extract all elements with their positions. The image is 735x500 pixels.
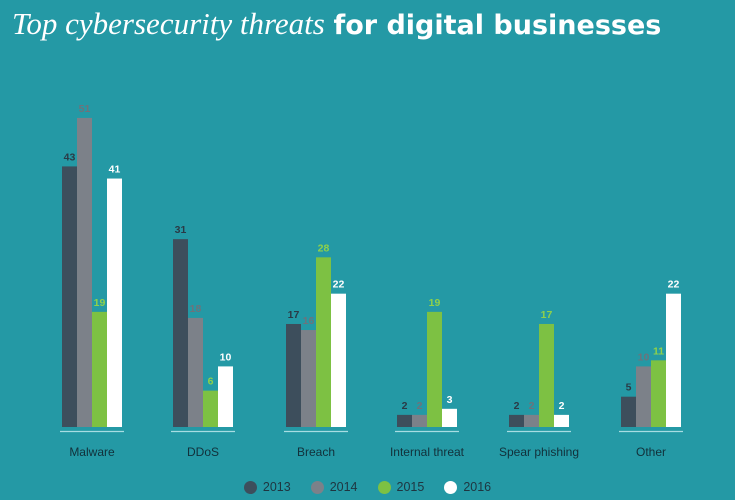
data-label-malware-2013: 43 [64, 151, 76, 163]
legend-swatch-2015 [377, 480, 391, 494]
category-label-breach: Breach [297, 445, 335, 459]
chart-legend: 2013 2014 2015 2016 [0, 480, 735, 494]
data-label-other-2015: 11 [653, 345, 664, 357]
legend-label-2016: 2016 [463, 480, 492, 494]
category-label-ddos: DDoS [187, 445, 219, 459]
category-label-spear-phishing: Spear phishing [499, 445, 579, 459]
bar-ddos-2014 [188, 317, 203, 427]
bar-other-2016 [666, 293, 681, 427]
data-label-spear-phishing-2015: 17 [541, 309, 553, 321]
data-label-ddos-2013: 31 [175, 224, 187, 236]
chart-title-bold: for digital businesses [333, 10, 662, 41]
data-label-ddos-2015: 6 [208, 376, 214, 388]
legend-swatch-2016 [444, 480, 458, 494]
data-label-malware-2016: 41 [109, 164, 121, 176]
bar-breach-2015 [316, 257, 331, 427]
legend-swatch-2014 [310, 480, 324, 494]
bar-other-2014 [636, 366, 651, 427]
legend-label-2013: 2013 [262, 480, 291, 494]
bar-other-2013 [621, 396, 636, 427]
bar-chart: 43511941Malware3118610DDoS17162822Breach… [60, 103, 683, 459]
data-label-spear-phishing-2014: 2 [529, 400, 535, 412]
bar-internal-threat-2015 [427, 311, 442, 427]
bar-malware-2015 [92, 311, 107, 427]
data-label-spear-phishing-2013: 2 [514, 400, 520, 412]
legend-item-2015: 2015 [377, 480, 425, 494]
bar-spear-phishing-2016 [554, 414, 569, 427]
data-label-other-2013: 5 [626, 382, 632, 394]
legend-item-2013: 2013 [243, 480, 291, 494]
data-label-breach-2016: 22 [333, 279, 345, 291]
bar-internal-threat-2014 [412, 414, 427, 427]
legend-item-2014: 2014 [310, 480, 358, 494]
category-label-other: Other [636, 445, 666, 459]
data-label-ddos-2016: 10 [220, 351, 232, 363]
chart-title: Top cybersecurity threats for digital bu… [12, 4, 661, 46]
bar-ddos-2013 [173, 239, 188, 427]
data-label-breach-2015: 28 [318, 242, 330, 254]
bar-breach-2016 [331, 293, 346, 427]
legend-swatch-2013 [243, 480, 257, 494]
data-label-internal-threat-2013: 2 [402, 400, 408, 412]
data-label-other-2016: 22 [668, 279, 680, 291]
bar-internal-threat-2016 [442, 408, 457, 427]
bar-internal-threat-2013 [397, 414, 412, 427]
category-label-internal-threat: Internal threat [390, 445, 465, 459]
bar-malware-2014 [77, 117, 92, 427]
bar-ddos-2016 [218, 366, 233, 427]
bar-other-2015 [651, 360, 666, 427]
legend-item-2016: 2016 [444, 480, 491, 494]
bar-spear-phishing-2014 [524, 414, 539, 427]
chart-title-italic: Top cybersecurity threats [12, 6, 325, 41]
data-label-ddos-2014: 18 [190, 303, 202, 315]
data-label-spear-phishing-2016: 2 [559, 400, 565, 412]
legend-label-2015: 2015 [396, 480, 425, 494]
bar-ddos-2015 [203, 390, 218, 427]
data-label-internal-threat-2015: 19 [429, 297, 441, 309]
data-label-malware-2015: 19 [94, 297, 106, 309]
data-label-malware-2014: 51 [79, 103, 91, 115]
bar-spear-phishing-2015 [539, 323, 554, 427]
bar-malware-2013 [62, 166, 77, 428]
data-label-internal-threat-2016: 3 [447, 394, 453, 406]
bar-spear-phishing-2013 [509, 414, 524, 427]
category-label-malware: Malware [69, 445, 115, 459]
data-label-breach-2013: 17 [288, 309, 300, 321]
bar-breach-2013 [286, 323, 301, 427]
legend-label-2014: 2014 [329, 480, 358, 494]
bar-breach-2014 [301, 330, 316, 427]
data-label-other-2014: 10 [638, 351, 650, 363]
bar-malware-2016 [107, 178, 122, 427]
data-label-breach-2014: 16 [303, 315, 315, 327]
data-label-internal-threat-2014: 2 [417, 400, 423, 412]
